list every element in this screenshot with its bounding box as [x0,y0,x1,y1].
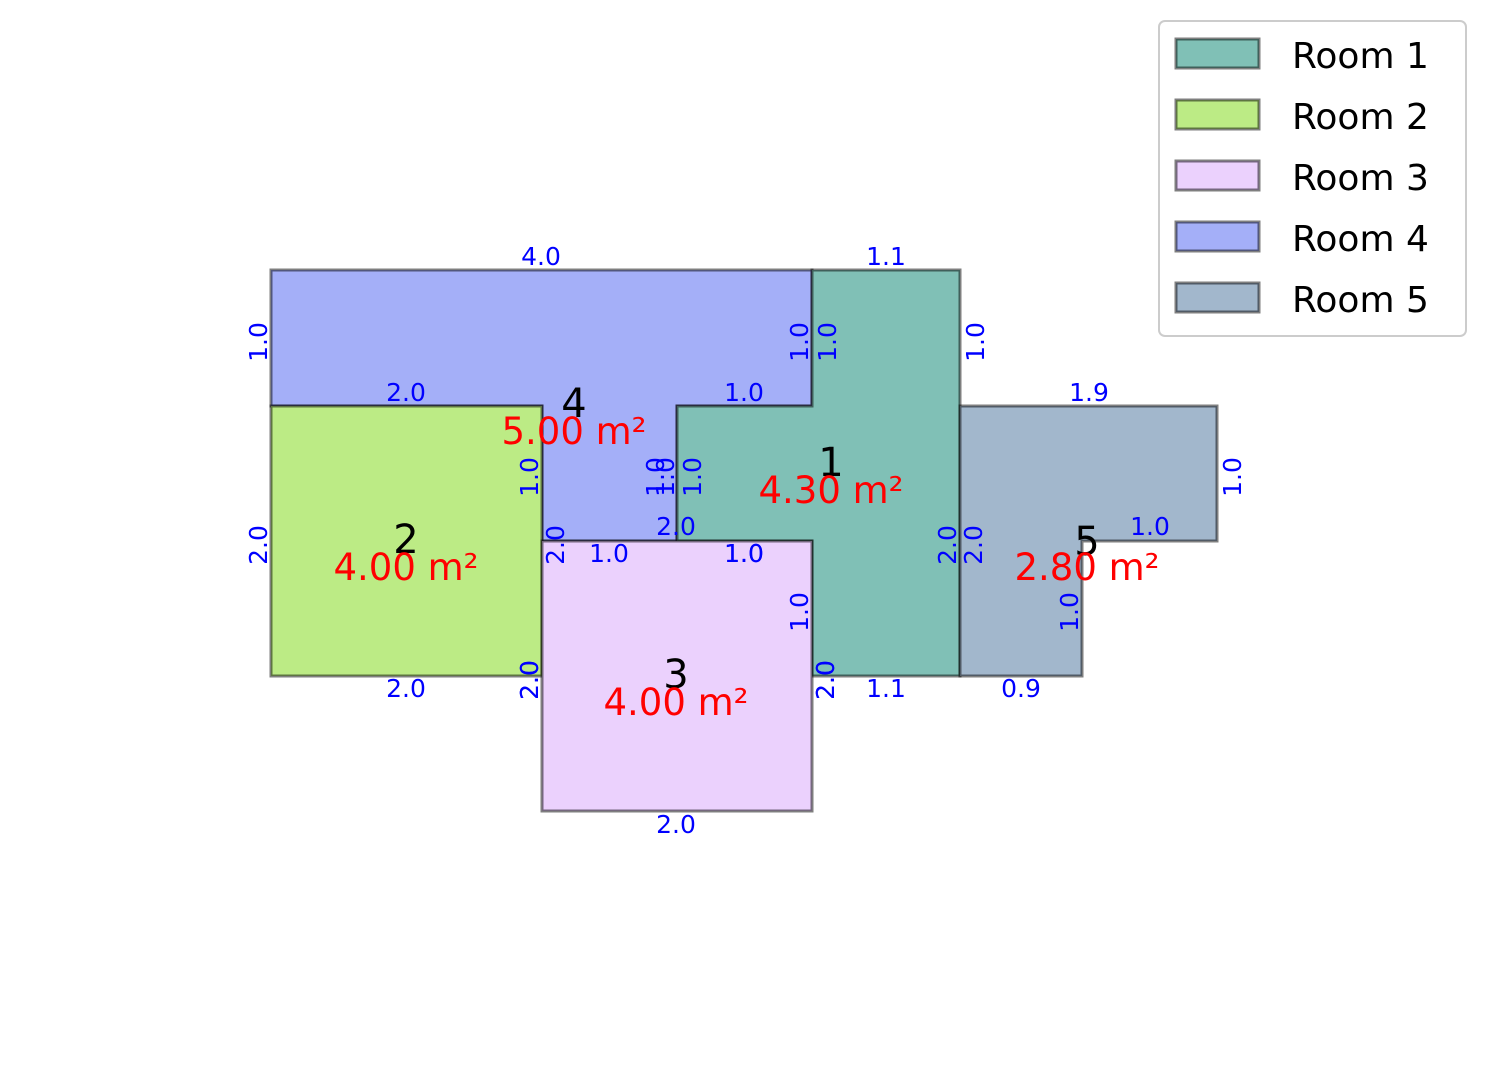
room-1-dim-top: 1.1 [866,242,906,271]
room-5-dim-bottom: 0.9 [1001,674,1041,703]
legend-label-room-1: Room 1 [1292,36,1429,77]
room-5-dim-left: 2.0 [959,525,988,565]
room-5-dim-right: 1.0 [1218,457,1247,497]
room-4-dim-right: 1.0 [785,322,814,362]
room-1-dim-left-upper: 1.0 [813,322,842,362]
room-4-dim-step: 1.0 [724,378,764,407]
legend: Room 1 Room 2 Room 3 Room 4 Room 5 [1158,20,1467,337]
room-5-dim-top: 1.9 [1069,378,1109,407]
room-1-area: 4.30 m² [758,469,903,512]
room-4-number: 4 [561,381,586,427]
room-1-number: 1 [818,440,843,486]
room-4-dim-left: 1.0 [244,322,273,362]
room-1-dim-inner-bottom: 1.0 [724,539,764,568]
room-2-dim-left: 2.0 [244,525,273,565]
room-3-dim-left-lower: 2.0 [515,660,544,700]
room-5-dim-inner-right: 1.0 [1055,592,1084,632]
room-3-dim-top-right: 1.0 [724,539,764,568]
legend-swatch-room-4 [1174,220,1261,253]
room-2-number: 2 [393,517,418,563]
room-1-dim-inner-left: 1.0 [678,457,707,497]
room-5-area: 2.80 m² [1014,546,1159,589]
room-3-area: 4.00 m² [603,681,748,724]
room-3-dim-left: 2.0 [541,525,570,565]
room-3-dim-right: 2.0 [811,660,840,700]
room-2-dim-right-lower: 2.0 [515,660,544,700]
room-2-dim-right-upper: 1.0 [641,457,670,497]
legend-swatch-room-5 [1174,281,1261,314]
room-5-polygon [958,404,1219,678]
room-4-dim-bottom-left: 2.0 [386,378,426,407]
room-3-polygon [540,539,814,813]
legend-label-room-3: Room 3 [1292,158,1429,199]
legend-label-room-2: Room 2 [1292,97,1429,138]
room-4-dim-inner-right: 1.0 [651,457,680,497]
room-4-dim-inner-left: 1.0 [515,457,544,497]
room-3-dim-bottom: 2.0 [656,810,696,839]
legend-label-room-5: Room 5 [1292,280,1429,321]
legend-swatch-room-3 [1174,159,1261,192]
room-1-dim-left-lower: 2.0 [811,660,840,700]
room-3-number: 3 [663,652,688,698]
room-3-dim-top-left: 1.0 [589,539,629,568]
room-2-dim-inner: 2.0 [656,512,696,541]
room-1-dim-bottom: 1.1 [866,674,906,703]
legend-label-room-4: Room 4 [1292,219,1429,260]
legend-swatch-room-2 [1174,98,1261,131]
room-4-area: 5.00 m² [501,410,646,453]
legend-swatch-room-1 [1174,37,1261,70]
room-1-dim-left-step: 1.0 [785,592,814,632]
room-4-dim-top: 4.0 [521,242,561,271]
room-1-dim-right: 1.0 [961,322,990,362]
room-1-dim-right-lower: 2.0 [933,525,962,565]
room-2-dim-bottom: 2.0 [386,674,426,703]
room-5-number: 5 [1074,519,1099,565]
room-2-area: 4.00 m² [333,546,478,589]
room-5-dim-step: 1.0 [1130,512,1170,541]
